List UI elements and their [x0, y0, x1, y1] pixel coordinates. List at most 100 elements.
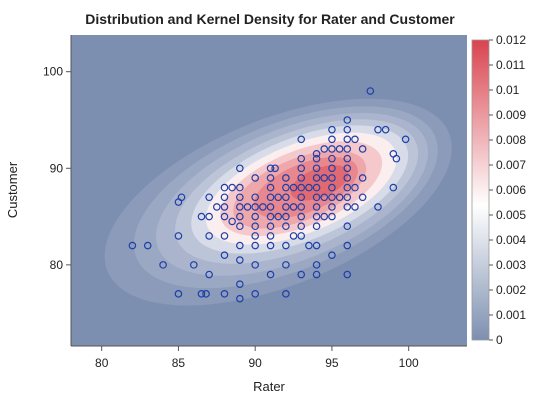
- data-point: [343, 174, 352, 182]
- data-point: [282, 193, 290, 202]
- colorbar-tick-label: 0.002: [496, 283, 526, 297]
- data-point: [220, 212, 229, 221]
- data-point: [266, 241, 275, 250]
- colorbar-tick-label: 0.01: [496, 83, 520, 97]
- data-point: [312, 174, 321, 182]
- data-point: [392, 154, 401, 163]
- data-point: [343, 183, 352, 192]
- data-point: [297, 222, 306, 231]
- data-point: [266, 174, 275, 182]
- data-point: [251, 174, 259, 182]
- data-point: [266, 232, 275, 240]
- data-point: [228, 183, 236, 192]
- data-point: [328, 125, 336, 134]
- data-point: [320, 174, 329, 182]
- data-point: [197, 212, 206, 221]
- data-point: [312, 212, 321, 221]
- data-point: [128, 241, 137, 250]
- data-point: [266, 183, 275, 192]
- data-point: [358, 145, 367, 153]
- data-point: [236, 256, 244, 264]
- data-point: [389, 183, 398, 192]
- data-point: [251, 193, 259, 202]
- data-point: [374, 125, 382, 134]
- density-level-0.010: [290, 165, 349, 201]
- data-point: [236, 241, 244, 250]
- data-point: [282, 241, 290, 250]
- colorbar-tick-label: 0.011: [496, 58, 525, 72]
- data-point: [343, 203, 352, 211]
- data-point: [343, 241, 352, 250]
- data-point: [220, 183, 229, 192]
- data-point: [328, 212, 336, 221]
- data-point: [320, 145, 329, 153]
- data-point: [266, 203, 275, 211]
- data-point: [328, 135, 336, 144]
- data-point: [243, 203, 252, 211]
- data-point: [236, 203, 244, 211]
- data-point: [143, 241, 152, 250]
- data-point: [343, 193, 352, 202]
- data-point: [297, 193, 306, 202]
- data-point: [251, 212, 259, 221]
- data-point: [213, 203, 221, 211]
- x-axis-label: Rater: [253, 379, 285, 394]
- colorbar-tick-label: 0.005: [496, 208, 526, 222]
- y-axis: 80 90 100: [43, 35, 72, 346]
- data-point: [205, 232, 213, 240]
- data-point: [236, 294, 244, 303]
- data-point: [312, 149, 321, 158]
- data-point: [297, 212, 306, 221]
- data-point: [205, 193, 213, 202]
- data-point: [381, 125, 390, 134]
- y-axis-label: Customer: [5, 161, 20, 218]
- data-point: [174, 290, 183, 298]
- data-point: [271, 164, 279, 173]
- data-point: [297, 232, 306, 240]
- data-point: [236, 280, 244, 288]
- data-point: [343, 270, 352, 279]
- data-point: [312, 154, 321, 163]
- data-point: [251, 203, 259, 211]
- data-point: [366, 87, 375, 95]
- data-point: [351, 183, 359, 192]
- data-point: [328, 203, 336, 211]
- data-point: [312, 261, 321, 269]
- data-point: [328, 174, 336, 182]
- colorbar-tick-label: 0.008: [496, 133, 526, 147]
- data-point: [320, 212, 329, 221]
- data-point: [343, 116, 352, 124]
- data-point: [312, 241, 321, 250]
- data-point: [220, 290, 229, 298]
- data-point: [297, 174, 306, 182]
- data-point: [251, 290, 259, 298]
- data-point: [274, 193, 283, 202]
- data-point: [312, 203, 321, 211]
- y-tick-label: 80: [50, 258, 64, 272]
- data-point: [297, 203, 306, 211]
- colorbar: 0 0.001 0.002 0.003 0.004 0.005 0.006 0.007 0.00…: [471, 33, 526, 347]
- data-point: [343, 154, 352, 163]
- data-point: [251, 241, 259, 250]
- data-point: [220, 203, 229, 211]
- data-point: [259, 203, 267, 211]
- data-point: [343, 222, 352, 231]
- data-point: [358, 193, 367, 202]
- data-point: [358, 174, 367, 182]
- data-point: [335, 193, 344, 202]
- data-point: [220, 251, 229, 260]
- colorbar-tick-label: 0.012: [496, 33, 526, 47]
- colorbar-tick-label: 0.007: [496, 158, 526, 172]
- data-point: [189, 261, 198, 269]
- colorbar-tick-label: 0.001: [496, 308, 526, 322]
- data-point: [343, 125, 352, 134]
- data-point: [312, 193, 321, 202]
- data-point: [328, 164, 336, 173]
- data-point: [312, 222, 321, 231]
- data-point: [312, 164, 321, 173]
- y-tick-label: 100: [43, 65, 63, 79]
- x-axis: 80 85 90 95 100: [71, 345, 467, 370]
- data-point: [220, 232, 229, 240]
- data-point: [401, 135, 410, 144]
- data-point: [305, 241, 313, 250]
